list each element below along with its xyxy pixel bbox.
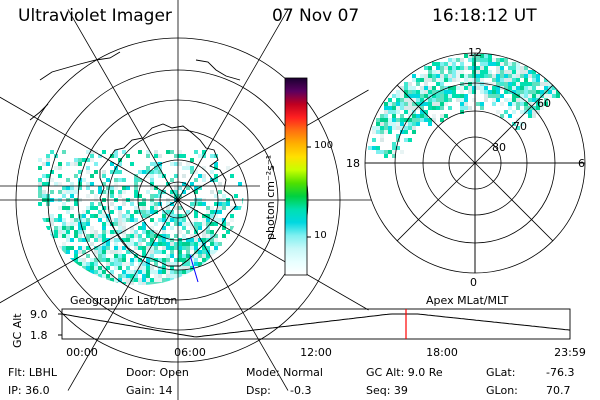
altitude-ytick-1-8: 1.8 (30, 329, 48, 342)
geographic-map (0, 0, 398, 400)
mlt-label-12: 12 (468, 46, 482, 59)
colorbar-tick-10: 10 (314, 230, 327, 241)
mlat-label-70: 70 (513, 120, 527, 133)
ip-info: IP: 36.0 (8, 384, 50, 397)
geographic-caption: Geographic Lat/Lon (70, 294, 178, 307)
mlat-label-80: 80 (492, 141, 506, 154)
time-tick-2359: 23:59 (554, 346, 586, 359)
gc-alt-info: GC Alt: 9.0 Re (366, 366, 443, 379)
coastline-outline-2 (29, 51, 241, 121)
seq-info: Seq: 39 (366, 384, 408, 397)
date-label: 07 Nov 07 (272, 6, 360, 26)
instrument-title: Ultraviolet Imager (18, 6, 172, 26)
altitude-ylabel: GC Alt (11, 313, 24, 348)
dsp-label: Dsp: (246, 384, 271, 397)
right-aurora-image (368, 54, 560, 158)
time-tick-1800: 18:00 (426, 346, 458, 359)
color-bar (284, 77, 311, 276)
mlat-label-60: 60 (537, 97, 551, 110)
glon-label: GLon: (486, 384, 518, 397)
glat-value: -76.3 (546, 366, 575, 379)
mlt-label-6: 6 (578, 157, 585, 170)
apex-map (364, 52, 586, 274)
left-aurora-image (38, 150, 245, 285)
mode-info: Mode: Normal (246, 366, 323, 379)
glon-value: 70.7 (546, 384, 571, 397)
colorbar-tick-100: 100 (314, 140, 334, 151)
time-tick-1200: 12:00 (300, 346, 332, 359)
time-tick-0000: 00:00 (66, 346, 98, 359)
apex-caption: Apex MLat/MLT (426, 294, 509, 307)
filter-info: Flt: LBHL (8, 366, 57, 379)
altitude-plot (58, 308, 571, 340)
time-label: 16:18:12 UT (432, 6, 537, 26)
altitude-curve (61, 313, 571, 338)
mlt-label-18: 18 (346, 157, 360, 170)
right-mlat-mlt-grid (364, 52, 586, 274)
coastline-outline (99, 123, 237, 267)
colorbar-unit-label: photon cm⁻²s⁻¹ (264, 154, 277, 240)
left-lat-lon-grid (0, 0, 398, 400)
glat-label: GLat: (486, 366, 516, 379)
gain-info: Gain: 14 (126, 384, 173, 397)
door-info: Door: Open (126, 366, 189, 379)
mlt-label-0: 0 (470, 276, 477, 289)
altitude-ytick-9: 9.0 (30, 308, 48, 321)
ground-track-line (189, 254, 199, 283)
dsp-value: -0.3 (290, 384, 312, 397)
time-tick-0600: 06:00 (174, 346, 206, 359)
